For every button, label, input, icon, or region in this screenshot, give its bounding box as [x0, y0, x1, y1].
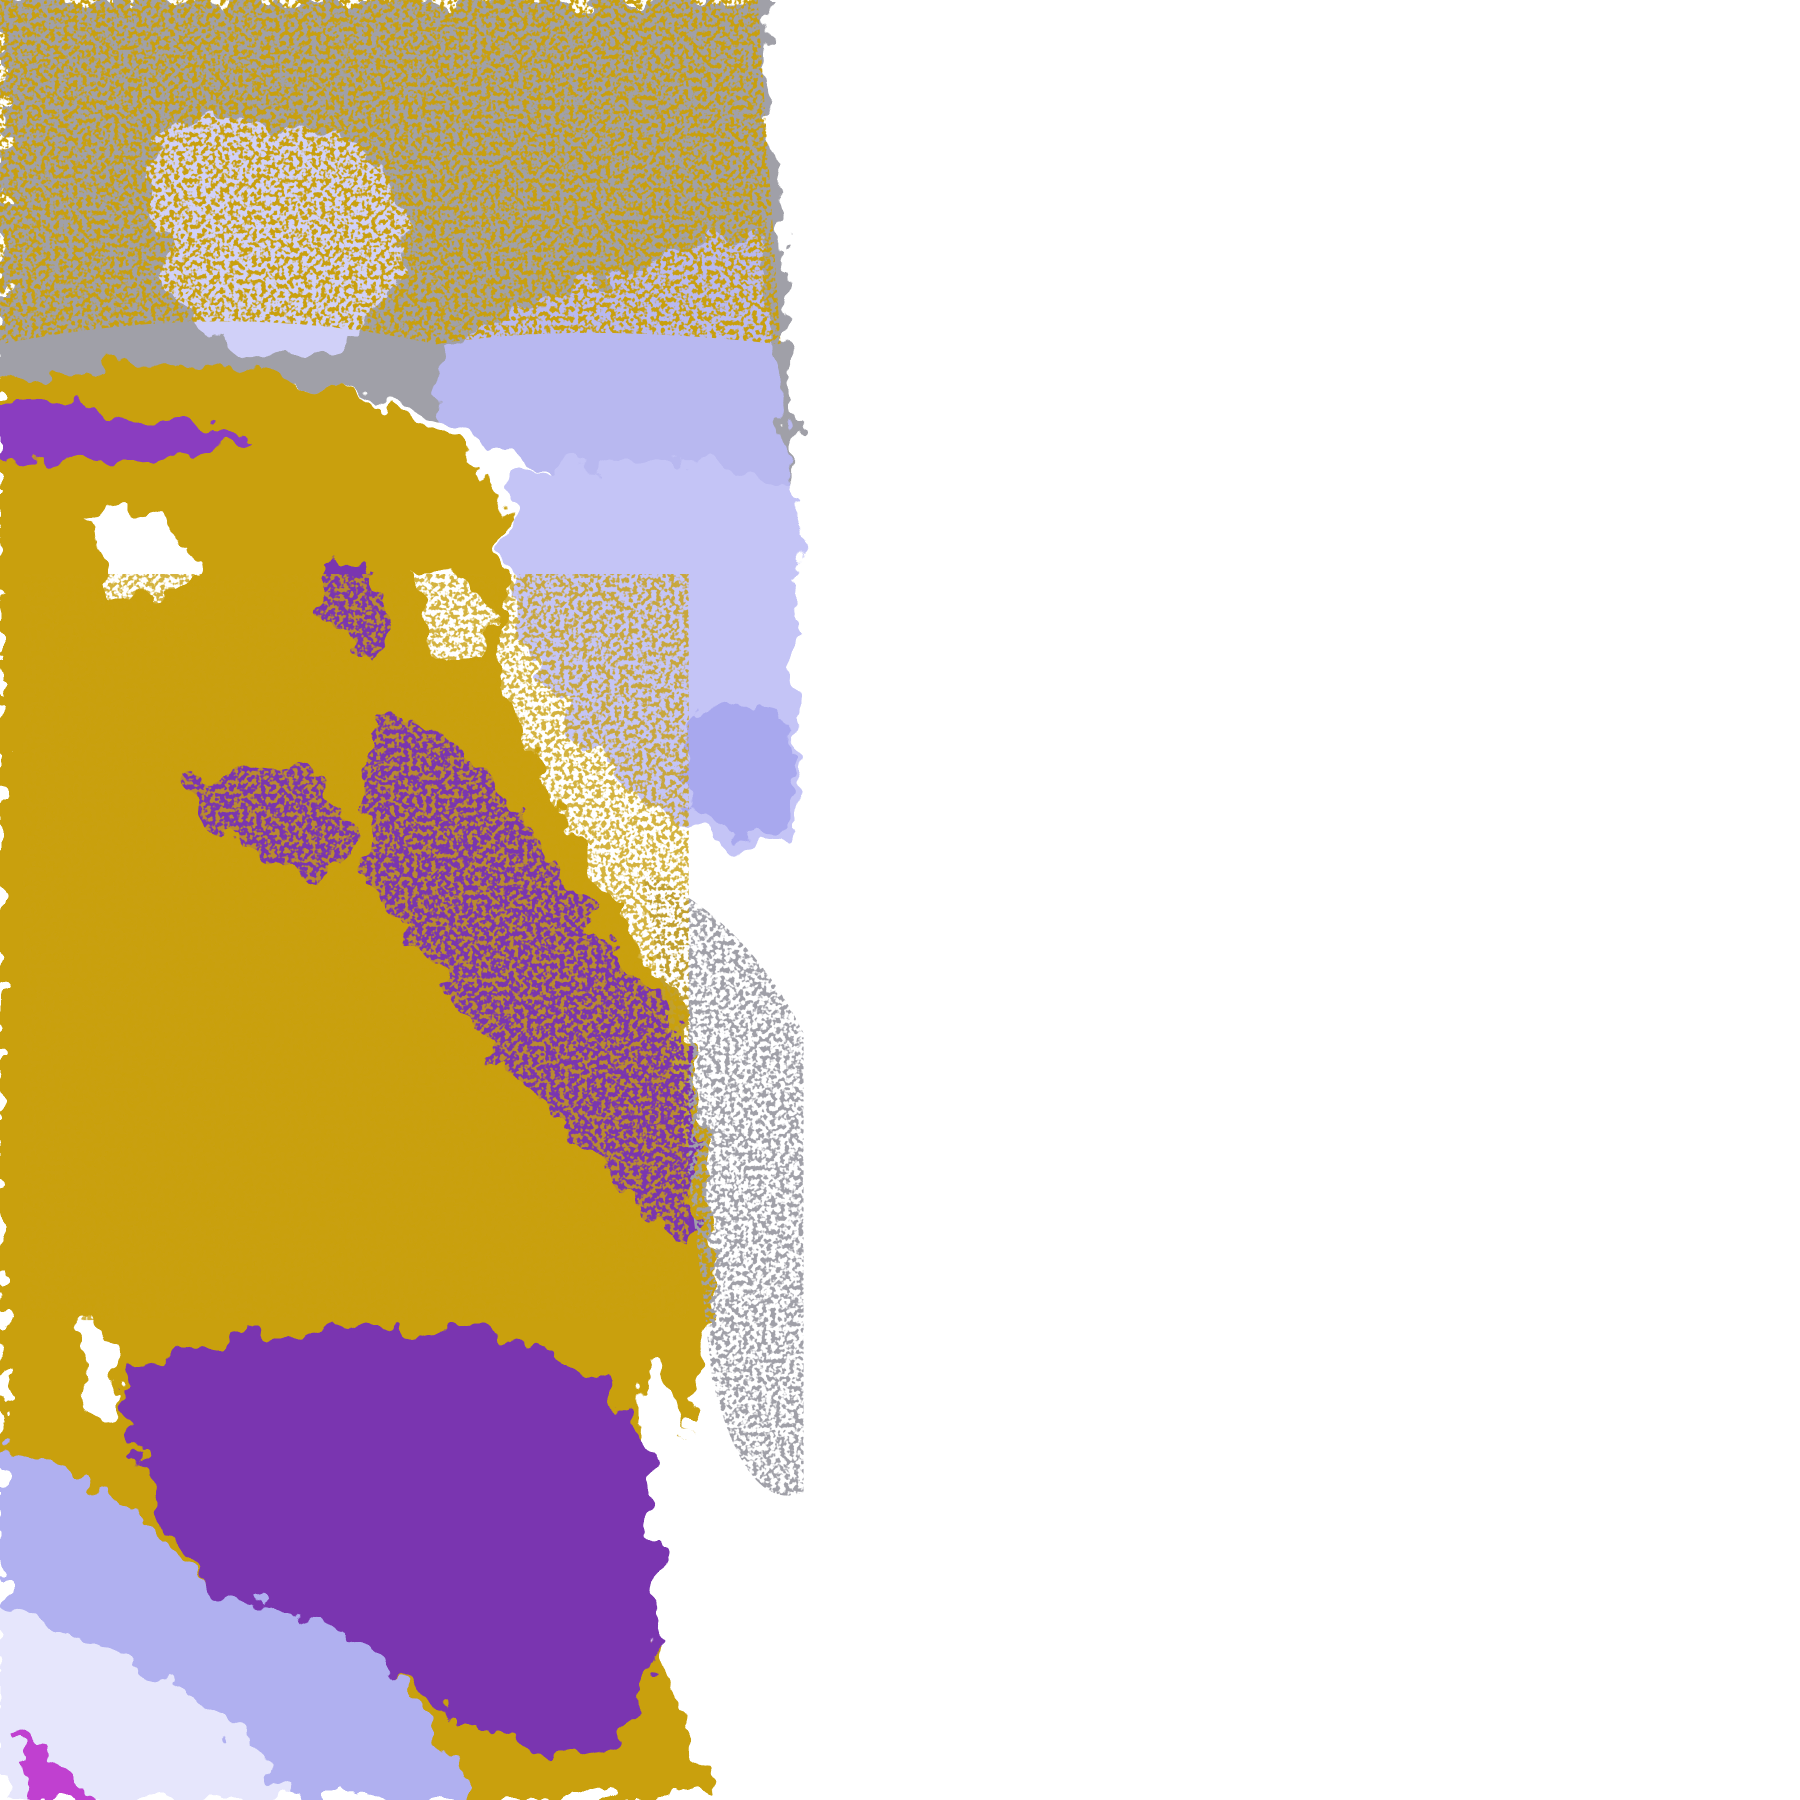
purple-layer [0, 401, 253, 463]
clear-area [80, 1318, 121, 1427]
lavender-cloud [688, 704, 798, 835]
lavender-cloud [0, 1607, 287, 1800]
speckle-texture [0, 0, 804, 1496]
purple-layer [123, 1329, 659, 1758]
gold-speckle [0, 0, 781, 345]
magenta-cloud [22, 1733, 92, 1800]
gold-speckle [22, 573, 689, 1321]
